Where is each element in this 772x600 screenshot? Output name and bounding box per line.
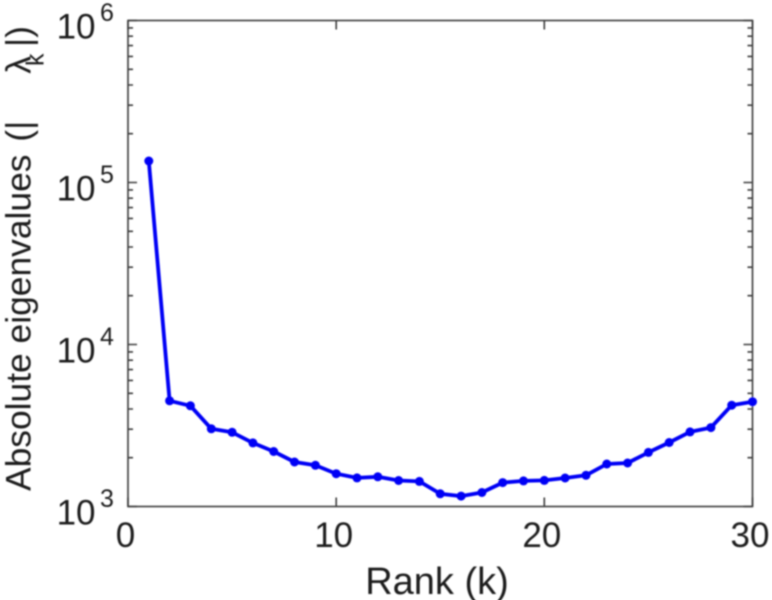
svg-text:20: 20 <box>522 516 561 555</box>
svg-text:10: 10 <box>57 332 96 371</box>
svg-text:10: 10 <box>57 494 96 533</box>
svg-text:30: 30 <box>731 516 770 555</box>
svg-text:10: 10 <box>57 170 96 209</box>
svg-text:10: 10 <box>57 8 96 47</box>
svg-text:6: 6 <box>100 0 114 27</box>
svg-text:3: 3 <box>100 485 114 513</box>
svg-text:Rank (k): Rank (k) <box>365 561 509 600</box>
svg-text:10: 10 <box>314 516 353 555</box>
svg-text:0: 0 <box>116 516 135 555</box>
svg-text:4: 4 <box>100 323 114 351</box>
svg-text:5: 5 <box>100 161 114 189</box>
svg-text:Absolute eigenvalues (|λk|): Absolute eigenvalues (|λk|) <box>0 26 50 491</box>
